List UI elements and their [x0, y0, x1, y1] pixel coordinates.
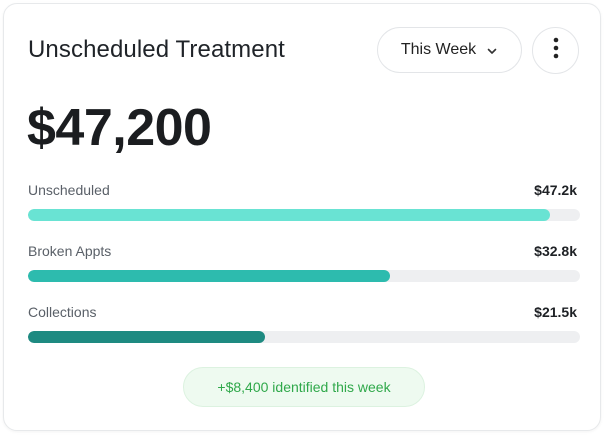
progress-fill-unscheduled: [28, 209, 550, 221]
row-value-broken-appts: $32.8k: [534, 243, 577, 259]
progress-track-unscheduled: [28, 209, 580, 221]
total-amount: $47,200: [27, 99, 212, 157]
unscheduled-treatment-card: Unscheduled Treatment This Week $47,200 …: [3, 3, 601, 431]
more-vertical-icon: [553, 37, 559, 64]
identified-note-badge: +$8,400 identified this week: [183, 367, 425, 407]
chevron-down-icon: [486, 44, 498, 56]
identified-note-text: +$8,400 identified this week: [217, 379, 391, 395]
row-value-unscheduled: $47.2k: [534, 182, 577, 198]
progress-fill-collections: [28, 331, 266, 343]
progress-track-collections: [28, 331, 580, 343]
card-title: Unscheduled Treatment: [28, 36, 285, 63]
period-dropdown-label: This Week: [400, 41, 477, 58]
row-label-unscheduled: Unscheduled: [28, 182, 110, 198]
progress-fill-broken-appts: [28, 270, 390, 282]
progress-track-broken-appts: [28, 270, 580, 282]
row-value-collections: $21.5k: [534, 304, 577, 320]
row-label-collections: Collections: [28, 304, 97, 320]
row-label-broken-appts: Broken Appts: [28, 243, 112, 259]
period-dropdown[interactable]: This Week: [377, 27, 522, 73]
more-options-button[interactable]: [532, 27, 579, 74]
